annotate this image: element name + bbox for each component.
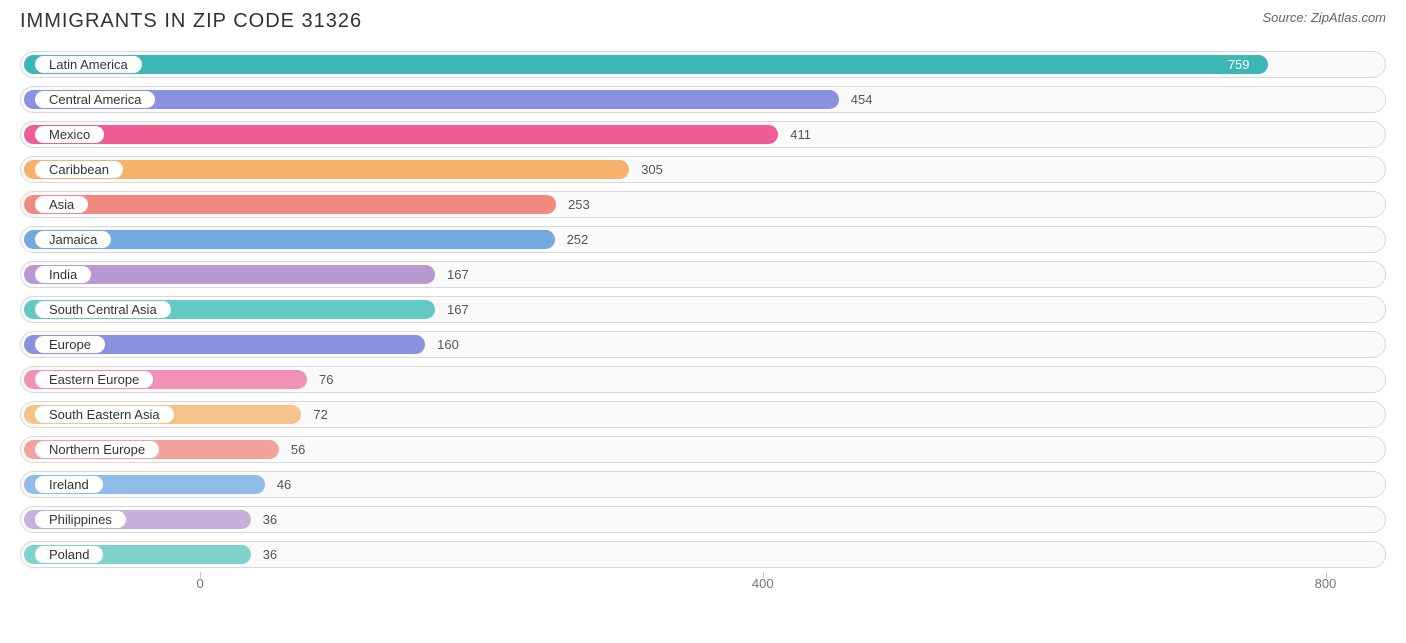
bar-value: 36 bbox=[263, 541, 277, 568]
bar-value: 411 bbox=[790, 121, 811, 148]
bar-row: 167 South Central Asia bbox=[20, 296, 1386, 323]
category-label: Mexico bbox=[34, 125, 105, 144]
category-label: South Central Asia bbox=[34, 300, 172, 319]
category-label: Eastern Europe bbox=[34, 370, 154, 389]
chart-title: IMMIGRANTS IN ZIP CODE 31326 bbox=[20, 10, 362, 33]
category-label: Ireland bbox=[34, 475, 104, 494]
tick-label: 0 bbox=[196, 576, 203, 591]
bar-row: 454 Central America bbox=[20, 86, 1386, 113]
tick-label: 800 bbox=[1315, 576, 1337, 591]
bar-row: 252 Jamaica bbox=[20, 226, 1386, 253]
category-label: Philippines bbox=[34, 510, 127, 529]
bar-value: 72 bbox=[313, 401, 327, 428]
category-label: Caribbean bbox=[34, 160, 124, 179]
bar-value: 56 bbox=[291, 436, 305, 463]
bar-row: 36 Philippines bbox=[20, 506, 1386, 533]
category-label: Northern Europe bbox=[34, 440, 160, 459]
bar-row: 56 Northern Europe bbox=[20, 436, 1386, 463]
category-label: Jamaica bbox=[34, 230, 112, 249]
category-label: Central America bbox=[34, 90, 156, 109]
chart-area: 759 Latin America 454 Central America 411 Mex… bbox=[20, 51, 1386, 568]
bar bbox=[24, 55, 1268, 74]
bar bbox=[24, 195, 556, 214]
chart-source: Source: ZipAtlas.com bbox=[1262, 10, 1386, 25]
category-label: Europe bbox=[34, 335, 106, 354]
bar-value: 253 bbox=[568, 191, 590, 218]
bar-row: 411 Mexico bbox=[20, 121, 1386, 148]
bar-row: 72 South Eastern Asia bbox=[20, 401, 1386, 428]
category-label: India bbox=[34, 265, 92, 284]
bar-value: 46 bbox=[277, 471, 291, 498]
tick-label: 400 bbox=[752, 576, 774, 591]
category-label: Latin America bbox=[34, 55, 143, 74]
category-label: Asia bbox=[34, 195, 89, 214]
bar-value: 454 bbox=[851, 86, 873, 113]
bar-value: 759 bbox=[1228, 51, 1250, 78]
bar bbox=[24, 125, 778, 144]
bar-row: 160 Europe bbox=[20, 331, 1386, 358]
category-label: South Eastern Asia bbox=[34, 405, 175, 424]
bar-row: 253 Asia bbox=[20, 191, 1386, 218]
bar-row: 167 India bbox=[20, 261, 1386, 288]
x-axis: 0 400 800 bbox=[20, 576, 1386, 606]
bar-row: 76 Eastern Europe bbox=[20, 366, 1386, 393]
bar-value: 76 bbox=[319, 366, 333, 393]
bar-row: 46 Ireland bbox=[20, 471, 1386, 498]
bar-value: 167 bbox=[447, 261, 469, 288]
bar-row: 36 Poland bbox=[20, 541, 1386, 568]
bar-row: 759 Latin America bbox=[20, 51, 1386, 78]
bar-value: 160 bbox=[437, 331, 459, 358]
bar-value: 252 bbox=[567, 226, 589, 253]
bar-row: 305 Caribbean bbox=[20, 156, 1386, 183]
bar-value: 305 bbox=[641, 156, 663, 183]
chart-header: IMMIGRANTS IN ZIP CODE 31326 Source: Zip… bbox=[20, 10, 1386, 33]
category-label: Poland bbox=[34, 545, 104, 564]
bar-value: 36 bbox=[263, 506, 277, 533]
bar-value: 167 bbox=[447, 296, 469, 323]
